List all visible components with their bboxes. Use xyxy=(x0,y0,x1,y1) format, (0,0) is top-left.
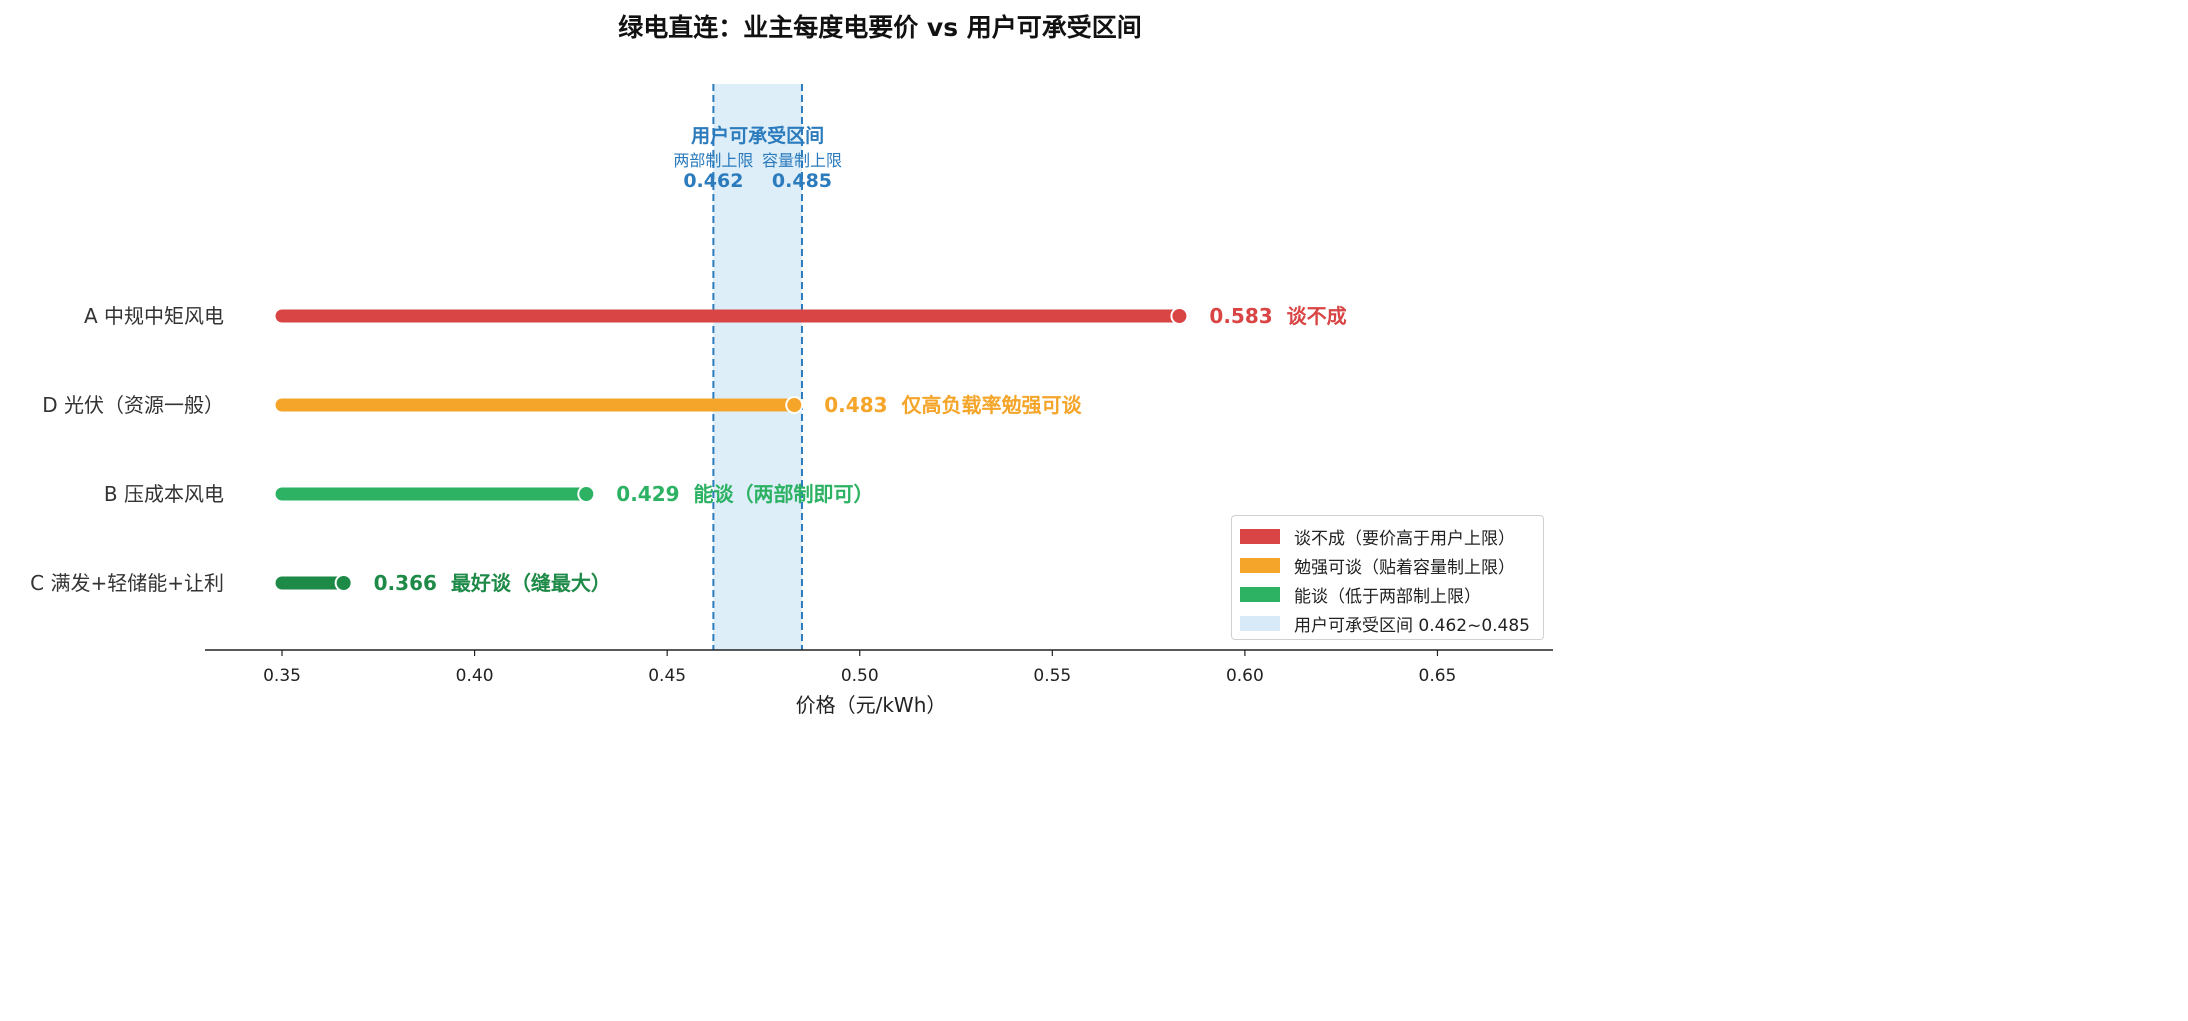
legend-label: 能谈（低于两部制上限） xyxy=(1294,587,1481,607)
x-tick-label: 0.60 xyxy=(1226,666,1264,686)
annotation-label: 能谈（两部制即可） xyxy=(694,482,874,506)
annotation-label: 仅高负载率勉强可谈 xyxy=(902,393,1083,417)
legend-swatch xyxy=(1240,529,1280,544)
chart-title: 绿电直连：业主每度电要价 vs 用户可承受区间 xyxy=(618,13,1142,42)
legend-item: 用户可承受区间 0.462~0.485 xyxy=(1240,609,1535,638)
legend: 谈不成（要价高于用户上限） 勉强可谈（贴着容量制上限） 能谈（低于两部制上限） 用户可… xyxy=(1231,515,1544,640)
bar-end-marker xyxy=(1170,307,1189,325)
legend-label: 谈不成（要价高于用户上限） xyxy=(1294,529,1515,549)
x-axis-title: 价格（元/kWh） xyxy=(796,693,947,717)
bar-end-marker xyxy=(334,574,353,592)
category-label: D 光伏（资源一般） xyxy=(42,393,224,417)
legend-item: 谈不成（要价高于用户上限） xyxy=(1240,522,1535,551)
legend-item: 能谈（低于两部制上限） xyxy=(1240,580,1535,609)
x-tick-label: 0.40 xyxy=(456,666,494,686)
legend-item: 勉强可谈（贴着容量制上限） xyxy=(1240,551,1535,580)
annotation-label: 谈不成 xyxy=(1287,304,1347,328)
value-label: 0.483 xyxy=(824,393,887,417)
band-high-value: 0.485 xyxy=(772,170,832,192)
x-tick-label: 0.50 xyxy=(841,666,879,686)
legend-label: 勉强可谈（贴着容量制上限） xyxy=(1294,558,1515,578)
category-label: A 中规中矩风电 xyxy=(84,304,224,328)
band-low-value: 0.462 xyxy=(683,170,743,192)
value-label: 0.366 xyxy=(374,571,437,595)
bar-end-marker xyxy=(577,485,596,503)
legend-swatch xyxy=(1240,558,1280,573)
legend-swatch xyxy=(1240,587,1280,602)
x-tick-label: 0.45 xyxy=(648,666,686,686)
x-tick-label: 0.35 xyxy=(263,666,301,686)
x-ticks-group: 0.35 0.40 0.45 0.50 0.55 0.60 0.65 xyxy=(263,650,1456,686)
x-tick-label: 0.55 xyxy=(1033,666,1071,686)
legend-swatch xyxy=(1240,616,1280,631)
x-tick-label: 0.65 xyxy=(1419,666,1457,686)
value-label: 0.583 xyxy=(1209,304,1272,328)
band-low-label: 两部制上限 xyxy=(673,151,753,170)
category-label: C 满发+轻储能+让利 xyxy=(30,571,224,595)
bar-end-marker xyxy=(785,396,804,414)
annotation-label: 最好谈（缝最大） xyxy=(451,571,611,595)
value-label: 0.429 xyxy=(616,482,679,506)
acceptable-range-band xyxy=(713,84,802,650)
band-title: 用户可承受区间 xyxy=(691,124,824,147)
legend-label: 用户可承受区间 0.462~0.485 xyxy=(1294,616,1530,636)
bars-group: A 中规中矩风电 0.583 谈不成 D 光伏（资源一般） 0.483 仅高负载率勉强可谈… xyxy=(30,304,1347,595)
band-high-label: 容量制上限 xyxy=(762,151,842,170)
chart-canvas: 绿电直连：业主每度电要价 vs 用户可承受区间 用户可承受区间 两部制上限 容量… xyxy=(30,13,1553,717)
category-label: B 压成本风电 xyxy=(104,482,224,506)
